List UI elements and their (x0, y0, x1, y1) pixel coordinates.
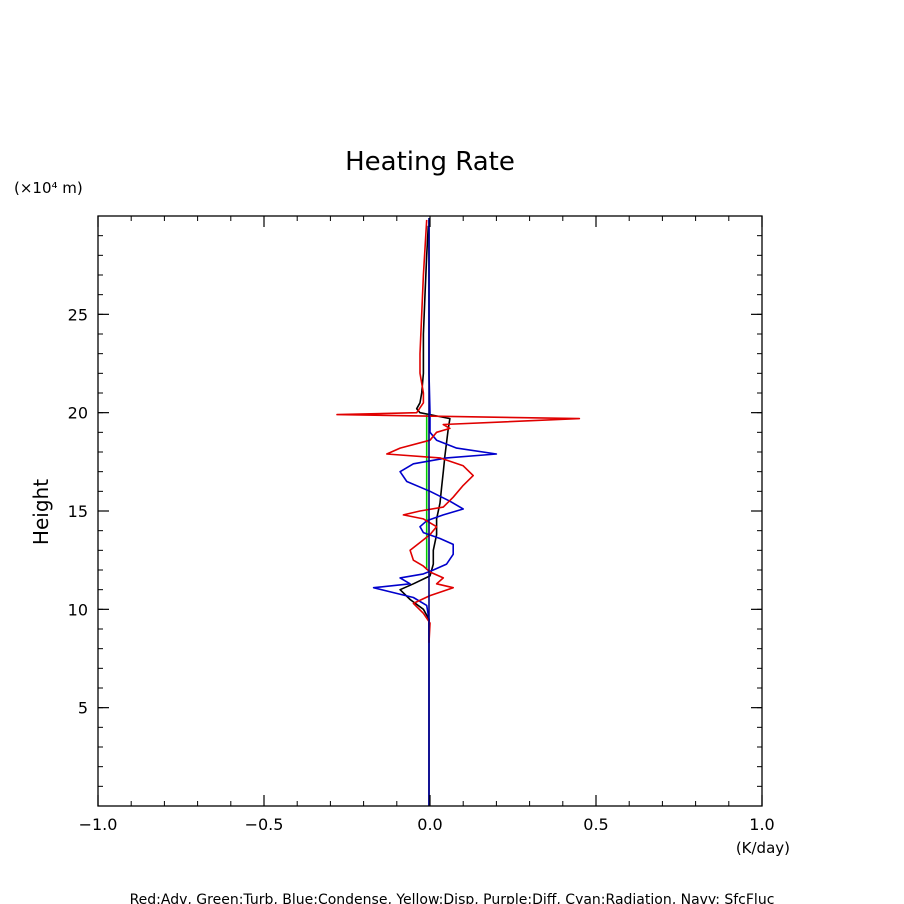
x-unit-label: (K/day) (736, 839, 790, 857)
plot-frame (97, 215, 763, 807)
y-unit-label: (×10⁴ m) (14, 179, 83, 197)
series-legend: Red:Adv, Green:Turb, Blue:Condense, Yell… (130, 892, 775, 904)
y-axis-label: Height (29, 479, 53, 545)
x-tick-label: 0.5 (583, 815, 608, 834)
x-tick-label: 1.0 (749, 815, 774, 834)
x-tick-label: 0.0 (417, 815, 442, 834)
y-tick-label: 25 (68, 305, 88, 324)
tick-labels: −1.0 −0.5 0.0 0.5 1.0 5 10 15 20 25 (68, 305, 775, 834)
y-tick-label: 5 (78, 699, 88, 718)
x-tick-label: −1.0 (79, 815, 118, 834)
minor-ticks (97, 216, 763, 806)
chart-title: Heating Rate (345, 147, 515, 177)
major-ticks (97, 216, 763, 806)
series-line-1 (399, 225, 451, 643)
x-tick-label: −0.5 (245, 815, 284, 834)
series-line-4 (336, 219, 581, 643)
series-line-3 (372, 219, 498, 806)
y-tick-label: 10 (68, 600, 88, 619)
series-layer (336, 218, 581, 806)
y-tick-label: 20 (68, 404, 88, 423)
y-tick-label: 15 (68, 502, 88, 521)
